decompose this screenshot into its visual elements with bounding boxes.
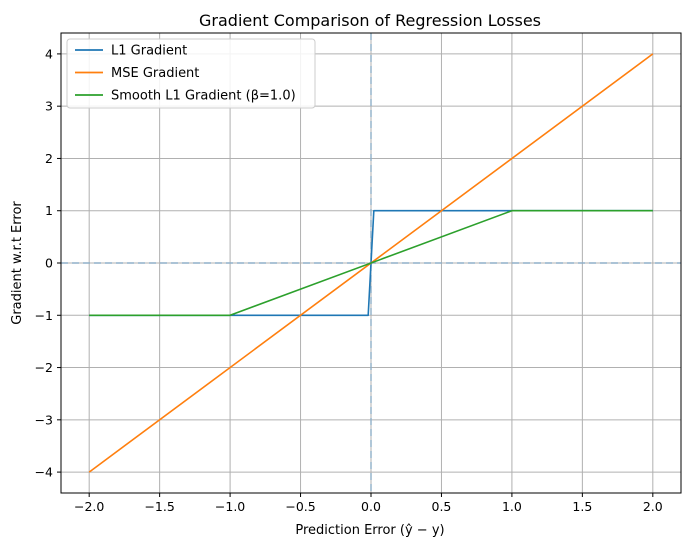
y-tick-label: −2 (35, 360, 53, 375)
x-axis-label: Prediction Error (ŷ − y) (295, 523, 444, 538)
chart-title: Gradient Comparison of Regression Losses (199, 11, 541, 30)
series-lines (88, 53, 654, 473)
x-tick-label: −2.0 (74, 499, 104, 514)
series-line-3 (89, 209, 653, 317)
y-tick-label: −4 (35, 465, 53, 480)
y-axis-label: Gradient w.r.t Error (10, 201, 25, 325)
legend-box (66, 38, 316, 109)
y-tick-label: 2 (45, 151, 53, 166)
axis-ticks: −2.0 −1.5 −1.0 −0.5 0.0 0.5 1.0 1.5 2.0 −4 −3 −2 −1 0… (35, 46, 663, 514)
x-tick-label: 0.5 (432, 499, 452, 514)
x-tick-label: −1.0 (215, 499, 245, 514)
y-tick-label: −3 (35, 412, 53, 427)
y-tick-label: 3 (45, 99, 53, 114)
y-tick-label: 1 (45, 203, 53, 218)
x-tick-label: 1.0 (502, 499, 522, 514)
x-tick-label: 2.0 (643, 499, 663, 514)
legend-label-3: Smooth L1 Gradient (β=1.0) (111, 89, 296, 104)
x-tick-label: 1.5 (572, 499, 592, 514)
y-tick-label: −1 (35, 308, 53, 323)
x-tick-label: −0.5 (285, 499, 315, 514)
legend-label-1: L1 Gradient (111, 44, 187, 59)
y-tick-label: 4 (45, 46, 53, 61)
legend-label-2: MSE Gradient (111, 66, 199, 81)
y-tick-label: 0 (45, 256, 53, 271)
x-tick-label: −1.5 (144, 499, 174, 514)
x-tick-label: 0.0 (361, 499, 381, 514)
legend: L1 Gradient MSE Gradient Smooth L1 Gradien… (66, 38, 316, 109)
